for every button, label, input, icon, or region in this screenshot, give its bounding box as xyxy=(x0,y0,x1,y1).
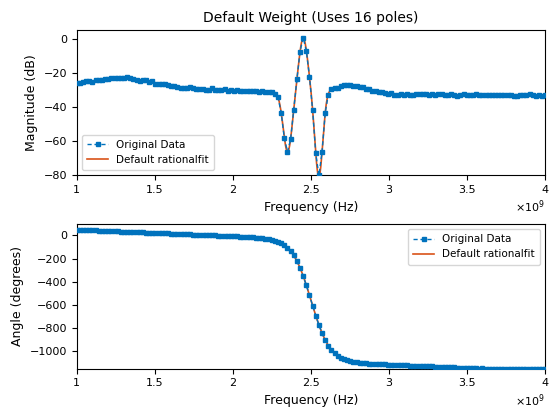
Line: Default rationalfit: Default rationalfit xyxy=(77,38,545,176)
Default rationalfit xyxy=(315,173,321,178)
Original Data xyxy=(466,92,473,97)
Original Data xyxy=(542,366,549,371)
Original Data xyxy=(460,365,467,370)
Default rationalfit xyxy=(529,93,535,98)
Original Data xyxy=(319,331,325,336)
Default rationalfit xyxy=(97,78,104,83)
Default rationalfit xyxy=(529,366,535,371)
Text: $\times10^9$: $\times10^9$ xyxy=(515,199,545,215)
Default rationalfit xyxy=(97,228,104,233)
Original Data xyxy=(315,173,322,178)
Title: Default Weight (Uses 16 poles): Default Weight (Uses 16 poles) xyxy=(203,11,419,25)
Text: $\times10^9$: $\times10^9$ xyxy=(515,392,545,409)
Line: Default rationalfit: Default rationalfit xyxy=(77,230,545,369)
Y-axis label: Angle (degrees): Angle (degrees) xyxy=(11,246,24,346)
Original Data xyxy=(404,91,410,96)
Default rationalfit xyxy=(529,366,535,371)
Default rationalfit xyxy=(289,123,296,128)
Default rationalfit xyxy=(289,251,296,256)
Original Data xyxy=(344,82,351,87)
Original Data xyxy=(325,92,332,97)
Default rationalfit xyxy=(73,227,80,232)
Default rationalfit xyxy=(484,366,491,371)
Default rationalfit xyxy=(542,93,549,98)
Default rationalfit xyxy=(301,278,308,283)
Original Data xyxy=(542,93,549,98)
Legend: Original Data, Default rationalfit: Original Data, Default rationalfit xyxy=(82,134,214,170)
Original Data xyxy=(259,236,265,241)
Default rationalfit xyxy=(443,92,450,97)
Original Data xyxy=(227,234,234,239)
Original Data xyxy=(259,89,265,94)
Original Data xyxy=(338,355,344,360)
Default rationalfit xyxy=(300,36,306,41)
Original Data xyxy=(73,80,80,85)
Line: Original Data: Original Data xyxy=(74,227,548,371)
X-axis label: Frequency (Hz): Frequency (Hz) xyxy=(264,394,358,407)
Original Data xyxy=(486,366,492,371)
Default rationalfit xyxy=(529,93,535,98)
Original Data xyxy=(397,362,404,368)
Original Data xyxy=(227,88,234,93)
Y-axis label: Magnitude (dB): Magnitude (dB) xyxy=(25,55,38,151)
Default rationalfit xyxy=(542,366,549,371)
Default rationalfit xyxy=(73,81,80,86)
X-axis label: Frequency (Hz): Frequency (Hz) xyxy=(264,201,358,214)
Original Data xyxy=(300,35,306,40)
Line: Original Data: Original Data xyxy=(74,35,548,178)
Original Data xyxy=(73,227,80,232)
Default rationalfit xyxy=(301,39,308,44)
Legend: Original Data, Default rationalfit: Original Data, Default rationalfit xyxy=(408,229,540,265)
Default rationalfit xyxy=(442,365,449,370)
